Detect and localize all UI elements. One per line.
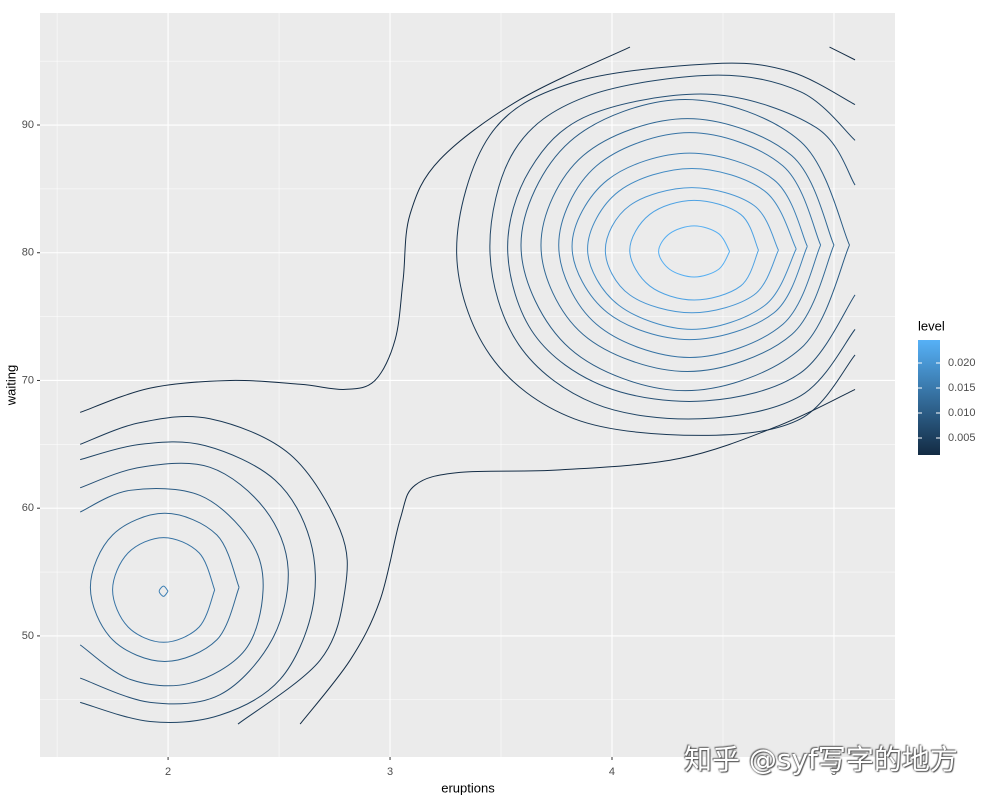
contour-line: [89, 512, 240, 662]
y-tick-label: 70: [22, 374, 34, 386]
contour-line: [299, 388, 856, 725]
legend-label: 0.015: [948, 382, 976, 394]
y-tick-label: 50: [22, 630, 34, 642]
contour-line: [456, 62, 856, 436]
x-tick-label: 5: [831, 766, 837, 778]
contour-line: [658, 225, 731, 278]
colorbar: [918, 340, 940, 455]
contour-line: [540, 118, 835, 373]
x-tick-label: 2: [165, 766, 171, 778]
x-tick-label: 4: [609, 766, 615, 778]
y-axis-title: waiting: [3, 365, 18, 406]
contour-line: [604, 187, 779, 314]
contour-line: [80, 46, 631, 413]
contour-line: [507, 93, 856, 402]
contour-line: [112, 537, 216, 643]
legend-label: 0.010: [948, 407, 976, 419]
legend-label: 0.005: [948, 432, 976, 444]
contour-line: [80, 415, 348, 725]
contour-line: [587, 167, 797, 330]
contour-line: [558, 132, 822, 358]
y-tick-label: 60: [22, 502, 34, 514]
contour-line: [80, 462, 289, 705]
panel: [40, 13, 895, 757]
legend-label: 0.020: [948, 357, 976, 369]
contour-line: [629, 199, 759, 301]
contour-line: [829, 46, 856, 61]
x-tick-label: 3: [387, 766, 393, 778]
contour-line: [80, 441, 316, 723]
contour-line: [571, 152, 808, 341]
legend-title: level: [918, 318, 945, 333]
contour-line: [520, 98, 850, 392]
watermark: 知乎 @syf写字的地方: [684, 743, 958, 776]
x-axis-title: eruptions: [441, 780, 495, 795]
contour-line: [489, 74, 856, 420]
y-tick-label: 90: [22, 119, 34, 131]
y-tick-label: 80: [22, 247, 34, 259]
contour-line: [79, 488, 264, 687]
contour-line: [158, 585, 169, 597]
